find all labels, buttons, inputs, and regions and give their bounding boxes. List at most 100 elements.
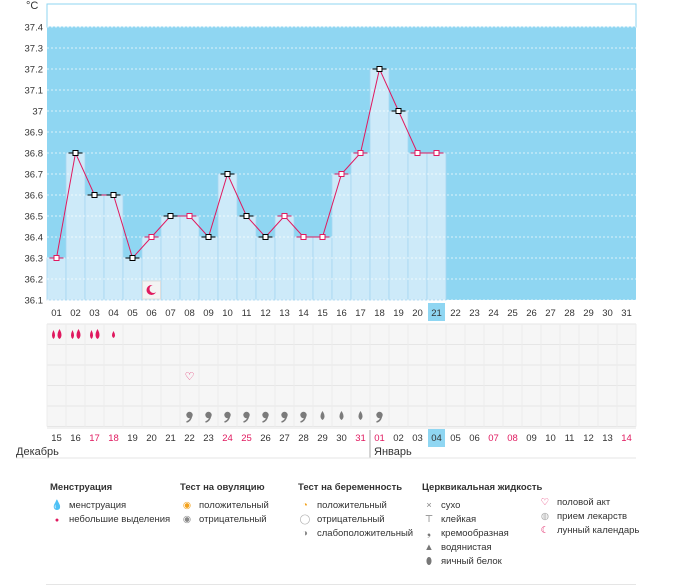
cycle-day-label: 06 [146,308,157,319]
legend-pregnancy: Тест на беременность ◔ положительный ◯ отр… [298,482,413,541]
month-label-january: Январь [374,446,412,458]
cycle-day-label: 28 [564,308,575,319]
calendar-date-label: 16 [70,433,81,444]
cycle-day-label: 07 [165,308,176,319]
temperature-point [319,234,326,240]
drop-large-icon [76,329,81,339]
symptom-grid [47,324,636,427]
watery-icon [358,411,363,420]
legend-title-pregnancy: Тест на беременность [298,482,403,493]
temperature-point [243,213,250,219]
temperature-bar [198,236,219,301]
watery-icon [339,411,344,420]
month-label-december: Декабрь [16,446,59,458]
drop-small-icon [112,331,115,338]
cycle-day-label: 11 [242,308,252,319]
temperature-point [262,234,269,240]
legend-item-egg-white: ⬮ яичный белок [422,555,542,569]
temperature-point [414,150,421,156]
calendar-date-label: 10 [545,433,556,444]
pregnancy-positive-icon: ◔ [302,500,308,511]
calendar-date-label: 21 [165,433,176,444]
temperature-bar [103,194,124,301]
watery-icon: ▲ [424,542,434,553]
creamy-icon-tail [186,415,193,423]
calendar-date-label: 02 [393,433,404,444]
temperature-point [433,150,440,156]
calendar-date-label: 04 [431,433,442,444]
legend-title-menstruation: Менструация [50,482,113,493]
temperature-point [205,234,212,240]
moon-icon: ☾ [540,525,550,536]
legend-ovulation: Тест на овуляцию ◉ положительный ◉ отрицат… [180,482,269,527]
cycle-day-label: 31 [621,308,632,319]
temperature-bar [312,236,333,301]
temperature-point [186,213,193,219]
cycle-day-label: 13 [279,308,290,319]
temperature-point [300,234,307,240]
unit-label: °C [26,0,39,12]
ovulation-negative-icon: ◉ [182,514,192,525]
temperature-chart: 37.4 37.3 37.2 37.1 37 36.9 36.8 36.7 36.6 36.5 36… [16,3,637,459]
cycle-day-label: 03 [89,308,100,319]
cycle-day-label: 23 [469,308,480,319]
legend-item-menstruation: 💧 менструация [51,500,127,511]
cycle-day-label: 01 [51,308,62,319]
calendar-date-label: 09 [526,433,537,444]
calendar-date-label: 12 [583,433,594,444]
drop-large-icon [71,330,74,339]
moon-icon-cutout [149,285,158,293]
creamy-icon-tail [224,415,231,423]
drop-large-icon [95,329,100,339]
legend-item-creamy: ❟ кремообразная [422,527,542,541]
temperature-point [91,192,98,198]
calendar-date-label: 13 [602,433,613,444]
calendar-date-label: 25 [241,433,252,444]
legend-item-medication: ◍ прием лекарств [538,510,639,524]
calendar-date-label: 15 [51,433,62,444]
drop-large-icon [52,330,55,339]
calendar-date-label: 06 [469,433,480,444]
creamy-icon-tail [243,415,250,423]
cycle-day-label: 30 [602,308,613,319]
y-tick-label: 36.6 [25,191,44,202]
y-tick-label: 37.2 [25,65,44,76]
y-tick-label: 36.1 [25,296,44,307]
y-tick-label: 36.4 [25,233,44,244]
y-tick-label: 36.5 [25,212,44,223]
today-date-highlight [428,429,445,447]
pregnancy-weak-icon: ◑ [302,528,308,539]
cycle-day-label: 08 [184,308,195,319]
legend-fluid: Церквикальная жидкость × сухо ⊤ клейкая ❟ к… [422,482,542,569]
calendar-date-label: 28 [298,433,309,444]
plot-top-strip [46,3,637,28]
legend-item-dry: × сухо [422,499,542,513]
cycle-day-label: 18 [374,308,385,319]
y-tick-label: 37.3 [25,44,44,55]
cycle-day-label: 21 [431,308,442,319]
cycle-day-label: 17 [355,308,366,319]
cycle-day-label: 22 [450,308,461,319]
creamy-icon-tail [262,415,269,423]
drop-small-icon: ● [54,517,60,524]
calendar-date-label: 01 [374,433,385,444]
calendar-date-label: 23 [203,433,214,444]
calendar-date-label: 14 [621,433,632,444]
heart-icon: ♡ [185,370,195,383]
bottom-divider [46,584,636,585]
cycle-day-label: 12 [260,308,271,319]
legend-title-ovulation: Тест на овуляцию [180,482,265,493]
creamy-icon: ❟ [427,528,431,539]
cycle-day-label: 20 [412,308,423,319]
calendar-date-label: 20 [146,433,157,444]
calendar-date-label: 08 [507,433,518,444]
temperature-point [167,213,174,219]
y-tick-label: 36.7 [25,170,44,181]
temperature-bar [407,152,428,301]
legend-item-pregnancy-weak: ◑ слабоположительный [298,527,413,541]
drop-large-icon [90,330,93,339]
cycle-day-label: 24 [488,308,499,319]
calendar-date-label: 19 [127,433,138,444]
y-tick-label: 36.3 [25,254,44,265]
y-tick-label: 36.2 [25,275,44,286]
